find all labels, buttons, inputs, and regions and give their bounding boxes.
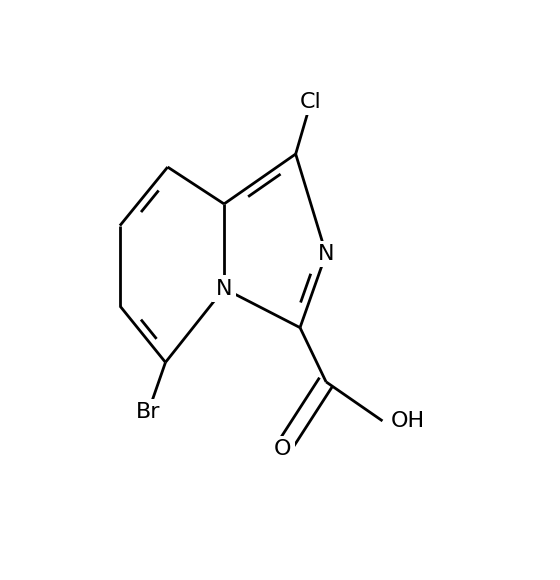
Text: N: N xyxy=(216,278,232,299)
Text: OH: OH xyxy=(391,411,425,431)
Text: N: N xyxy=(318,244,334,264)
Text: Cl: Cl xyxy=(300,92,322,112)
Text: O: O xyxy=(274,439,291,459)
Text: Br: Br xyxy=(136,403,160,422)
